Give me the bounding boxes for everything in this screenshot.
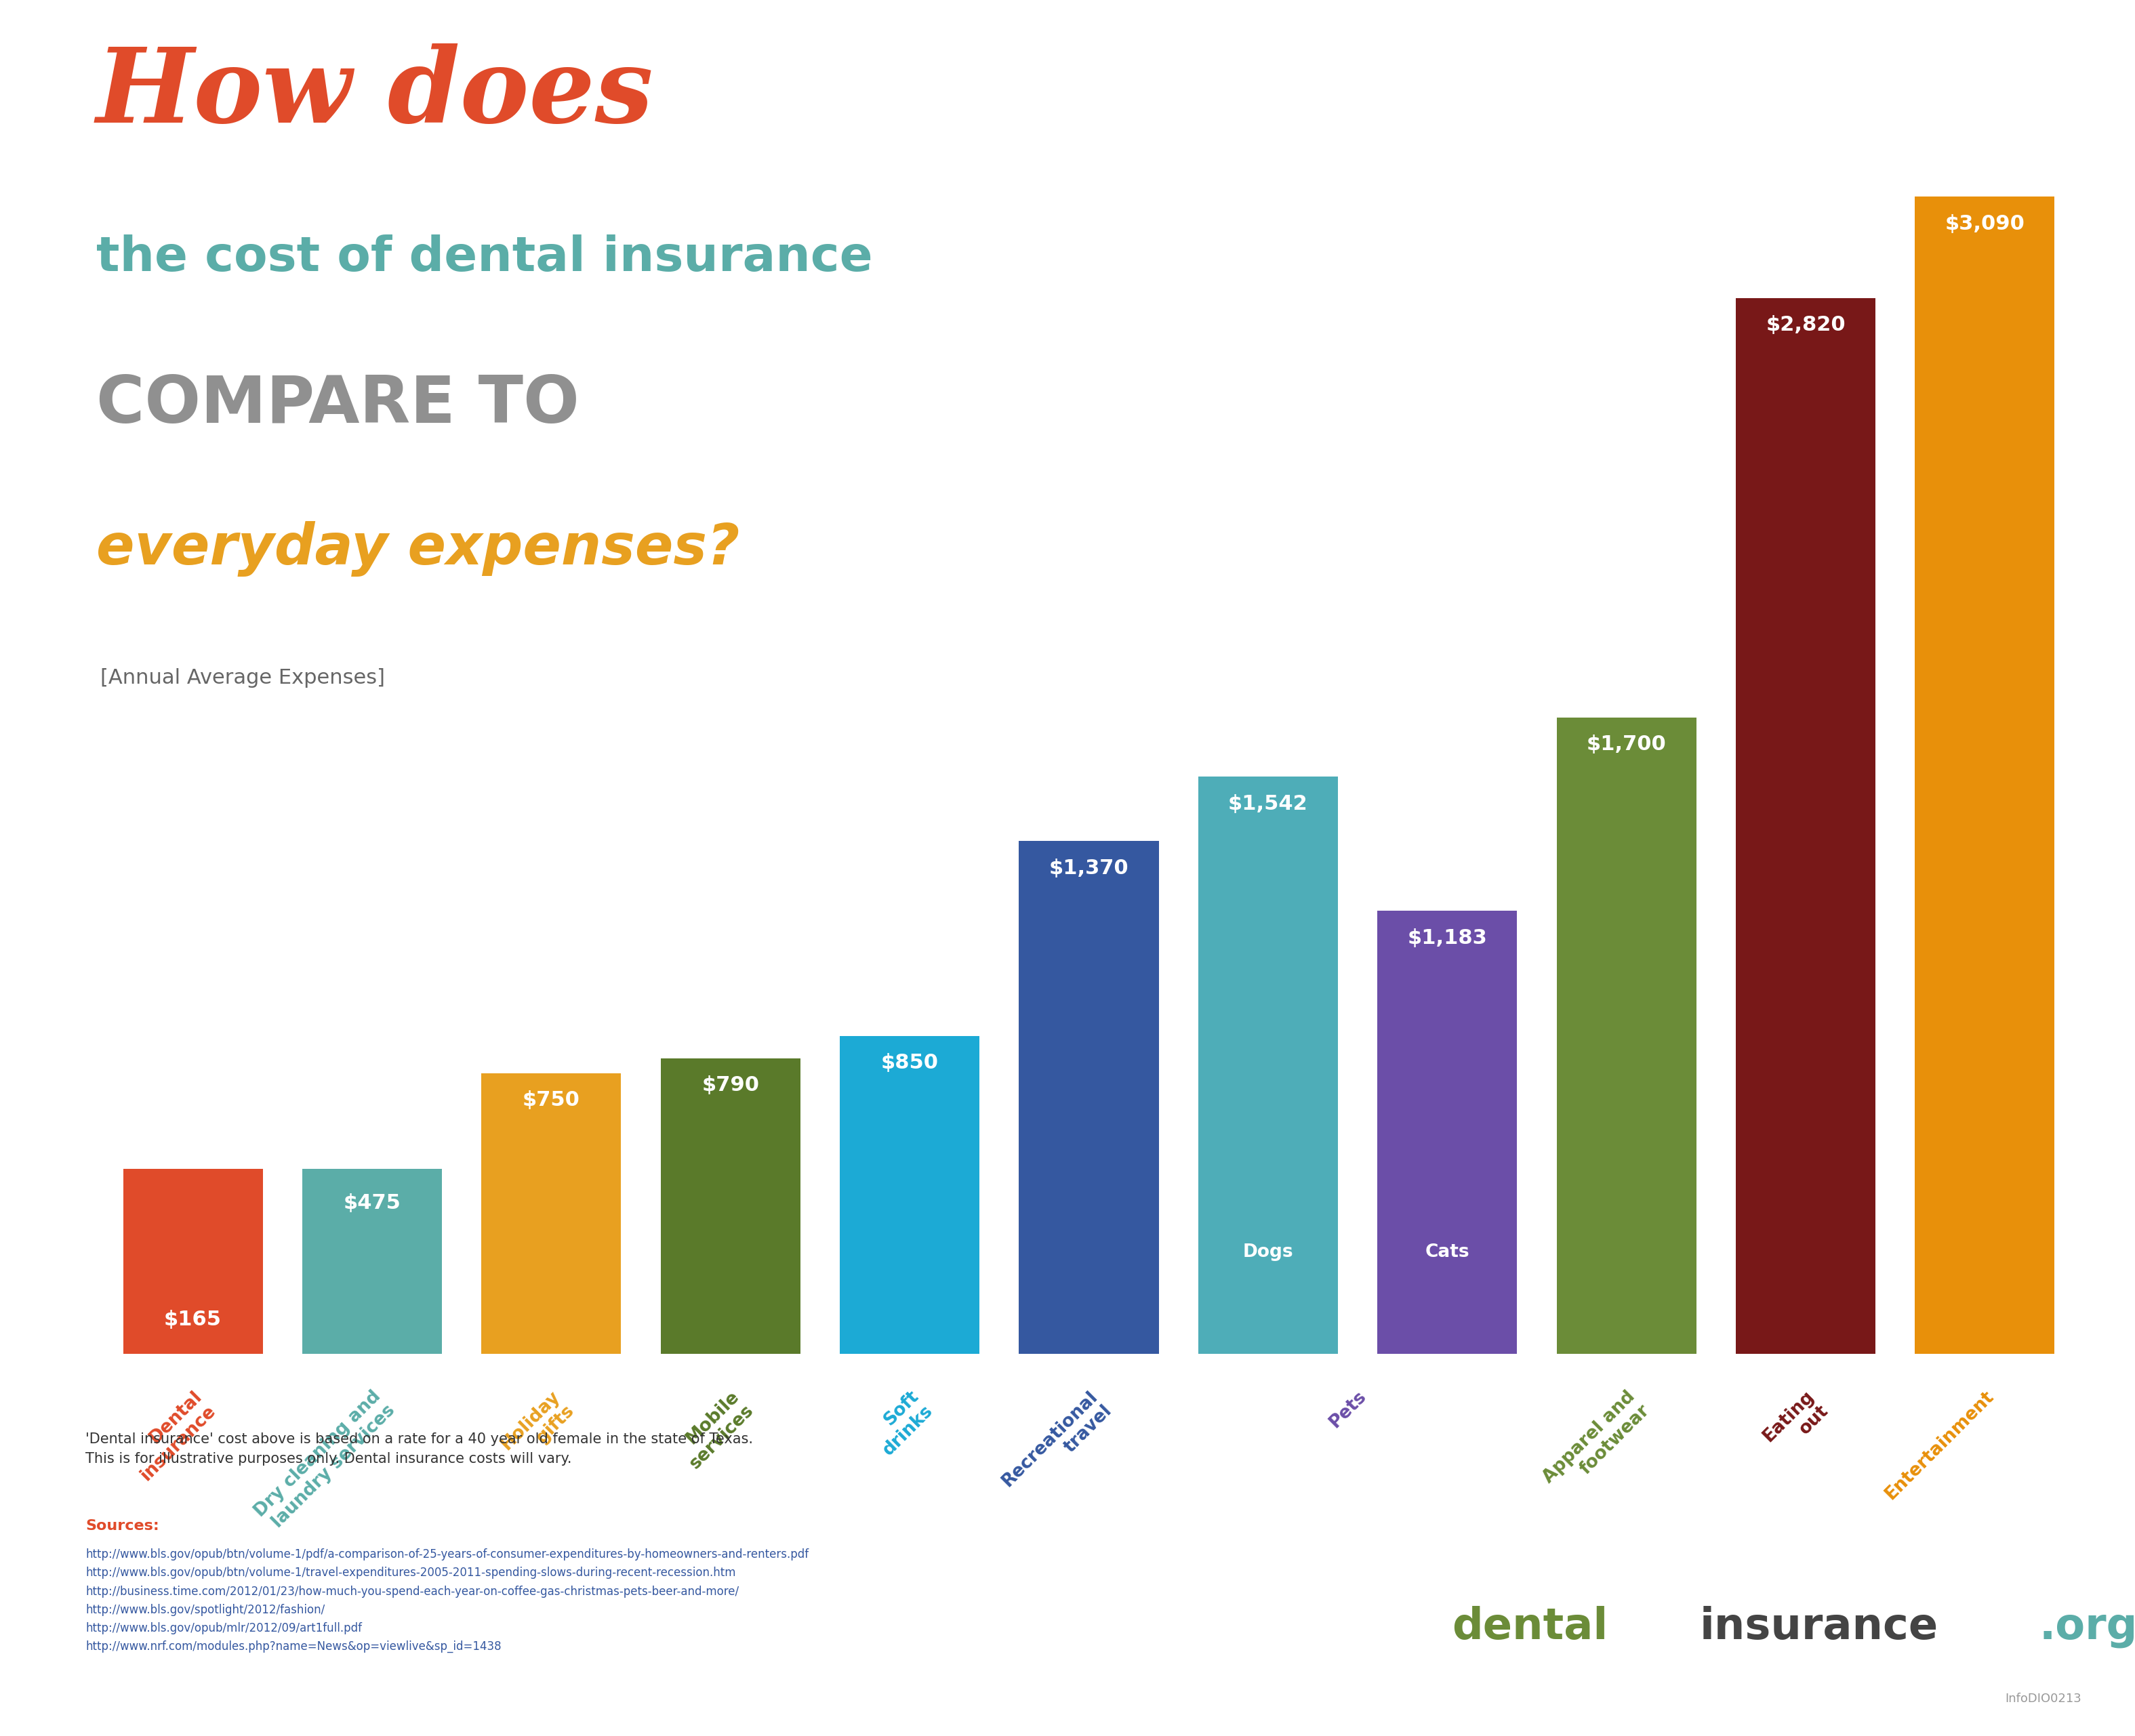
Text: $3,090: $3,090: [1945, 214, 2024, 234]
Text: $750: $750: [523, 1090, 581, 1111]
Text: insurance: insurance: [1699, 1606, 1939, 1647]
Bar: [1556, 717, 1697, 1354]
Text: Sources:: Sources:: [85, 1519, 160, 1533]
FancyBboxPatch shape: [1915, 1168, 2054, 1354]
Text: dental: dental: [1452, 1606, 1608, 1647]
Text: $1,700: $1,700: [1586, 734, 1665, 755]
Text: everyday expenses?: everyday expenses?: [96, 521, 739, 576]
FancyBboxPatch shape: [1377, 1168, 1518, 1354]
FancyBboxPatch shape: [1018, 1168, 1159, 1354]
Text: [Annual Average Expenses]: [Annual Average Expenses]: [100, 668, 384, 687]
FancyBboxPatch shape: [1556, 1168, 1697, 1354]
FancyBboxPatch shape: [480, 1168, 621, 1354]
Bar: [1018, 840, 1159, 1354]
Text: Soft
drinks: Soft drinks: [865, 1387, 937, 1458]
Text: Entertainment: Entertainment: [1881, 1387, 1996, 1503]
Text: Cats: Cats: [1424, 1243, 1469, 1260]
Bar: [660, 1059, 801, 1354]
Bar: [480, 1073, 621, 1354]
Text: 'Dental insurance' cost above is based on a rate for a 40 year old female in the: 'Dental insurance' cost above is based o…: [85, 1432, 754, 1465]
Text: Mobile
services: Mobile services: [673, 1387, 758, 1472]
Text: InfoDIO0213: InfoDIO0213: [2005, 1693, 2082, 1705]
Text: How does: How does: [96, 43, 653, 144]
Text: Recreational
travel: Recreational travel: [999, 1387, 1117, 1505]
Text: $475: $475: [344, 1194, 401, 1213]
Text: Dry cleaning and
laundry services: Dry cleaning and laundry services: [252, 1387, 399, 1535]
Bar: [303, 1177, 442, 1354]
Text: Holiday
gifts: Holiday gifts: [497, 1387, 579, 1467]
Text: $1,183: $1,183: [1407, 929, 1488, 948]
Text: $165: $165: [164, 1309, 222, 1330]
Bar: [1198, 776, 1339, 1354]
Bar: [1915, 196, 2054, 1354]
FancyBboxPatch shape: [660, 1168, 801, 1354]
FancyBboxPatch shape: [839, 1168, 980, 1354]
Text: COMPARE TO: COMPARE TO: [96, 373, 579, 436]
FancyBboxPatch shape: [1736, 1168, 1875, 1354]
Bar: [839, 1036, 980, 1354]
Text: $790: $790: [702, 1076, 760, 1095]
Text: $2,820: $2,820: [1766, 316, 1845, 335]
Text: Eating
out: Eating out: [1759, 1387, 1832, 1460]
Text: Pets: Pets: [1326, 1387, 1371, 1430]
FancyBboxPatch shape: [1198, 1168, 1339, 1354]
Text: the cost of dental insurance: the cost of dental insurance: [96, 234, 873, 281]
Text: Apparel and
footwear: Apparel and footwear: [1539, 1387, 1652, 1502]
Bar: [124, 1292, 263, 1354]
Text: $1,370: $1,370: [1048, 858, 1129, 878]
Text: Dogs: Dogs: [1243, 1243, 1294, 1260]
Text: http://www.bls.gov/opub/btn/volume-1/pdf/a-comparison-of-25-years-of-consumer-ex: http://www.bls.gov/opub/btn/volume-1/pdf…: [85, 1549, 809, 1653]
Bar: [1377, 911, 1518, 1354]
Text: Dental
insurance: Dental insurance: [124, 1387, 220, 1484]
FancyBboxPatch shape: [124, 1168, 263, 1354]
FancyBboxPatch shape: [303, 1168, 442, 1354]
Text: .org: .org: [2039, 1606, 2135, 1647]
Bar: [1736, 299, 1875, 1354]
Text: $1,542: $1,542: [1228, 793, 1309, 814]
Text: $850: $850: [882, 1054, 939, 1073]
